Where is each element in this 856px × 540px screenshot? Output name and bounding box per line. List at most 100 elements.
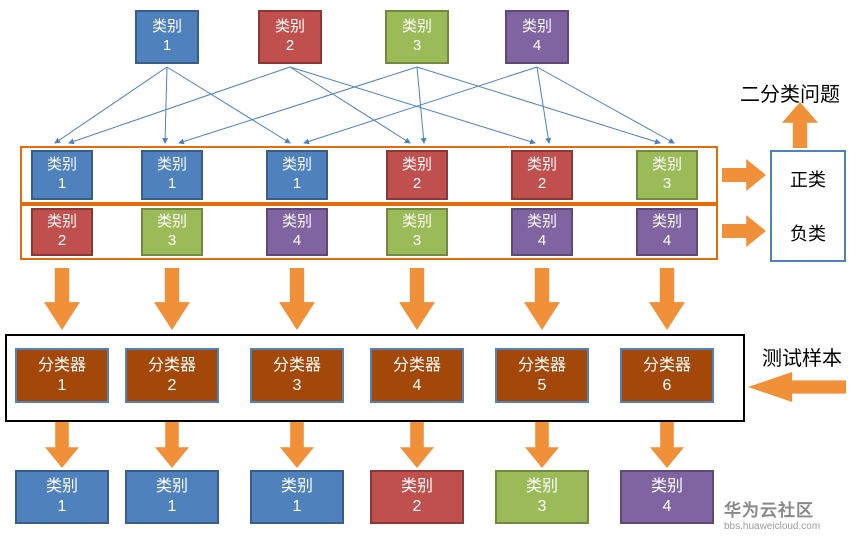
pair-1-positive-box: 类别 1 bbox=[31, 150, 93, 200]
pair-3-negative-box: 类别 4 bbox=[266, 208, 328, 256]
category-number: 4 bbox=[532, 37, 542, 54]
top-category-box-2: 类别 2 bbox=[258, 10, 322, 64]
category-number: 3 bbox=[537, 498, 547, 515]
category-label: 类别 bbox=[526, 156, 557, 174]
classifier-to-prediction-arrow-5 bbox=[525, 422, 559, 468]
category-label: 类别 bbox=[46, 213, 77, 231]
pair-5-positive-box: 类别 2 bbox=[511, 150, 573, 200]
category-number: 2 bbox=[537, 175, 547, 192]
classifier-to-prediction-arrow-2 bbox=[155, 422, 189, 468]
classifier-box-3: 分类器 3 bbox=[250, 348, 344, 403]
category-label: 类别 bbox=[151, 18, 182, 36]
classifier-label: 分类器 bbox=[517, 356, 566, 374]
classifier-number: 4 bbox=[412, 376, 422, 394]
category-number: 3 bbox=[167, 232, 177, 249]
top-category-box-1: 类别 1 bbox=[135, 10, 199, 64]
classifier-box-1: 分类器 1 bbox=[15, 348, 109, 403]
positive-class-label: 正类 bbox=[790, 170, 826, 190]
category-number: 1 bbox=[167, 175, 177, 192]
pair-2-negative-box: 类别 3 bbox=[141, 208, 203, 256]
pair-to-classifier-arrow-5 bbox=[524, 268, 560, 330]
category-label: 类别 bbox=[401, 156, 432, 174]
category-label: 类别 bbox=[400, 478, 433, 495]
classifier-number: 1 bbox=[57, 376, 67, 394]
pair-to-classifier-arrow-6 bbox=[649, 268, 685, 330]
category-number: 2 bbox=[412, 175, 422, 192]
pair-4-negative-box: 类别 3 bbox=[386, 208, 448, 256]
category-number: 4 bbox=[292, 232, 302, 249]
category-label: 类别 bbox=[280, 478, 313, 495]
pair-4-positive-box: 类别 2 bbox=[386, 150, 448, 200]
class-legend-box: 正类 负类 bbox=[770, 150, 846, 262]
category-number: 4 bbox=[662, 498, 672, 515]
classifier-label: 分类器 bbox=[147, 356, 196, 374]
pair-6-negative-box: 类别 4 bbox=[636, 208, 698, 256]
category-label: 类别 bbox=[401, 18, 432, 36]
category-label: 类别 bbox=[274, 18, 305, 36]
category-number: 1 bbox=[57, 175, 67, 192]
category-label: 类别 bbox=[651, 156, 682, 174]
pair-to-classifier-arrow-2 bbox=[154, 268, 190, 330]
pair-to-classifier-arrow-1 bbox=[44, 268, 80, 330]
classifier-number: 6 bbox=[662, 376, 672, 394]
pair-to-classifier-arrow-4 bbox=[399, 268, 435, 330]
positive-row-arrow bbox=[722, 159, 766, 191]
category-label: 类别 bbox=[281, 156, 312, 174]
prediction-box-3: 类别 1 bbox=[250, 470, 344, 524]
category-number: 4 bbox=[662, 232, 672, 249]
test-sample-label: 测试样本 bbox=[762, 348, 842, 370]
negative-row-frame bbox=[20, 204, 718, 260]
pair-1-negative-box: 类别 2 bbox=[31, 208, 93, 256]
top-category-box-3: 类别 3 bbox=[385, 10, 449, 64]
category-number: 3 bbox=[412, 37, 422, 54]
watermark: 华为云社区 bbs.huaweicloud.com bbox=[724, 496, 854, 532]
classifier-to-prediction-arrow-1 bbox=[45, 422, 79, 468]
classifier-number: 5 bbox=[537, 376, 547, 394]
category-number: 3 bbox=[662, 175, 672, 192]
category-label: 类别 bbox=[46, 156, 77, 174]
test-sample-arrow bbox=[748, 372, 846, 402]
binary-problem-arrow bbox=[782, 102, 818, 148]
prediction-box-6: 类别 4 bbox=[620, 470, 714, 524]
category-number: 1 bbox=[292, 175, 302, 192]
prediction-box-4: 类别 2 bbox=[370, 470, 464, 524]
pair-6-positive-box: 类别 3 bbox=[636, 150, 698, 200]
classifier-label: 分类器 bbox=[392, 356, 441, 374]
category-label: 类别 bbox=[651, 213, 682, 231]
negative-row-arrow bbox=[722, 215, 766, 247]
classifier-to-prediction-arrow-6 bbox=[650, 422, 684, 468]
watermark-url: bbs.huaweicloud.com bbox=[724, 521, 821, 532]
pair-to-classifier-arrow-3 bbox=[279, 268, 315, 330]
prediction-box-2: 类别 1 bbox=[125, 470, 219, 524]
classifier-label: 分类器 bbox=[642, 356, 691, 374]
classifier-box-6: 分类器 6 bbox=[620, 348, 714, 403]
classifier-to-prediction-arrow-3 bbox=[280, 422, 314, 468]
binary-problem-label: 二分类问题 bbox=[740, 84, 840, 106]
positive-row-frame bbox=[20, 146, 718, 204]
classifier-box-5: 分类器 5 bbox=[495, 348, 589, 403]
pair-5-negative-box: 类别 4 bbox=[511, 208, 573, 256]
pair-3-positive-box: 类别 1 bbox=[266, 150, 328, 200]
classifier-number: 3 bbox=[292, 376, 302, 394]
category-number: 2 bbox=[57, 232, 67, 249]
category-label: 类别 bbox=[525, 478, 558, 495]
category-label: 类别 bbox=[155, 478, 188, 495]
category-label: 类别 bbox=[650, 478, 683, 495]
classifier-label: 分类器 bbox=[37, 356, 86, 374]
category-label: 类别 bbox=[156, 156, 187, 174]
category-label: 类别 bbox=[281, 213, 312, 231]
category-number: 3 bbox=[412, 232, 422, 249]
negative-class-label: 负类 bbox=[790, 224, 826, 244]
prediction-box-1: 类别 1 bbox=[15, 470, 109, 524]
category-label: 类别 bbox=[401, 213, 432, 231]
category-number: 1 bbox=[292, 498, 302, 515]
pair-2-positive-box: 类别 1 bbox=[141, 150, 203, 200]
watermark-title: 华为云社区 bbox=[724, 501, 814, 520]
classifier-number: 2 bbox=[167, 376, 177, 394]
category-label: 类别 bbox=[45, 478, 78, 495]
category-label: 类别 bbox=[526, 213, 557, 231]
category-number: 2 bbox=[412, 498, 422, 515]
category-number: 4 bbox=[537, 232, 547, 249]
category-number: 1 bbox=[57, 498, 67, 515]
